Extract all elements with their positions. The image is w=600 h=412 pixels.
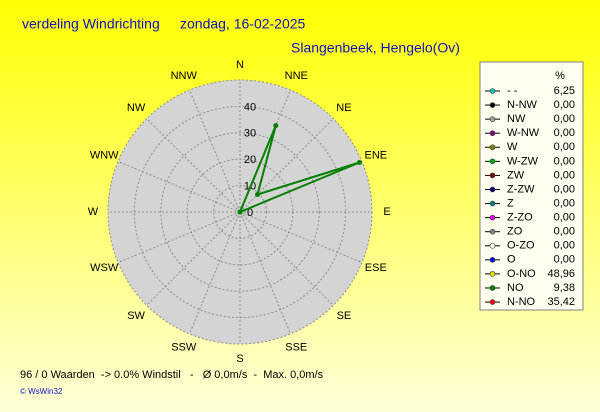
legend-value: 9,38 — [554, 282, 575, 294]
legend-marker — [489, 242, 496, 249]
legend-value: 0,00 — [554, 254, 575, 266]
legend-marker — [489, 186, 496, 193]
legend-value: 0,00 — [554, 113, 575, 125]
legend-value: 0,00 — [554, 183, 575, 195]
legend-value: 0,00 — [554, 155, 575, 167]
direction-label: WNW — [90, 150, 119, 162]
legend-value: 0,00 — [554, 197, 575, 209]
direction-label: NNE — [285, 70, 308, 82]
wind-point — [255, 191, 261, 197]
legend-header: % — [555, 70, 565, 82]
legend-marker — [489, 130, 496, 137]
legend-marker — [489, 299, 496, 305]
grid-spoke — [117, 161, 241, 213]
grid-spoke — [239, 211, 363, 263]
direction-label: W — [88, 206, 99, 218]
legend-name: W — [507, 141, 518, 153]
footer: 96 / 0 Waarden -> 0.0% Windstil - Ø 0,0m… — [20, 369, 324, 381]
legend-marker — [489, 102, 496, 108]
legend-value: 0,00 — [554, 240, 575, 252]
legend-name: Z-ZW — [507, 183, 535, 195]
legend-marker — [489, 257, 496, 263]
legend-marker — [489, 88, 496, 94]
legend-value: 0,00 — [554, 212, 575, 224]
legend-name: O — [507, 254, 516, 266]
legend-value: 0,00 — [554, 99, 575, 111]
wind-point — [356, 160, 362, 166]
legend-name: Z-ZO — [507, 212, 533, 224]
legend-marker — [489, 271, 496, 277]
grid-spoke — [239, 118, 334, 213]
legend-marker — [489, 285, 496, 291]
legend-value: 35,42 — [547, 296, 575, 308]
grid-spoke — [146, 118, 241, 213]
chart-title: verdeling Windrichting — [22, 16, 160, 32]
grid-spoke — [117, 211, 241, 263]
grid-ring — [107, 79, 373, 345]
direction-label: NE — [336, 102, 351, 114]
legend-name: O-ZO — [507, 240, 535, 252]
legend-value: 0,00 — [554, 127, 575, 139]
grid-spoke — [189, 211, 241, 335]
legend-name: NW — [507, 113, 526, 125]
r-tick-label: 30 — [244, 128, 256, 140]
legend-name: ZW — [507, 169, 525, 181]
grid-ring — [213, 185, 267, 239]
legend-name: N-NW — [507, 99, 538, 111]
grid-spoke — [189, 89, 241, 213]
legend-marker — [489, 144, 496, 151]
direction-label: SW — [127, 310, 145, 322]
grid-ring — [160, 132, 320, 292]
wind-point — [273, 123, 279, 129]
direction-label: NW — [127, 102, 146, 114]
legend-marker — [489, 172, 496, 179]
legend-value: 48,96 — [547, 268, 575, 280]
direction-label: N — [236, 59, 244, 71]
legend-name: - - — [507, 85, 518, 97]
direction-label: WSW — [90, 262, 119, 274]
legend-marker — [489, 200, 496, 207]
chart-date: zondag, 16-02-2025 — [180, 16, 306, 32]
direction-label: NNW — [171, 70, 198, 82]
legend-value: 6,25 — [554, 85, 575, 97]
legend-value: 0,00 — [554, 141, 575, 153]
grid-spoke — [239, 211, 291, 335]
legend-name: W-ZW — [507, 155, 539, 167]
wind-point — [237, 209, 243, 215]
legend-name: ZO — [507, 226, 523, 238]
legend-value: 0,00 — [554, 169, 575, 181]
direction-label: SSE — [285, 342, 307, 354]
r-tick-label: 20 — [244, 154, 256, 166]
grid-spoke — [239, 211, 334, 306]
legend-name: O-NO — [507, 268, 536, 280]
grid-spoke — [146, 211, 241, 306]
direction-label: SSW — [171, 342, 197, 354]
legend-marker — [489, 116, 496, 122]
credit: © WsWin32 — [20, 387, 63, 396]
legend-name: Z — [507, 197, 514, 209]
direction-label: SE — [337, 310, 352, 322]
legend-value: 0,00 — [554, 226, 575, 238]
legend-name: NO — [507, 282, 524, 294]
legend-name: N-NO — [507, 296, 536, 308]
direction-label: S — [236, 353, 243, 365]
legend-marker — [489, 228, 496, 235]
direction-label: ESE — [365, 262, 387, 274]
legend-marker — [489, 214, 496, 221]
legend-box — [479, 61, 584, 311]
legend-name: W-NW — [507, 127, 540, 139]
r-tick-label: 40 — [244, 101, 256, 113]
chart-subtitle: Slangenbeek, Hengelo(Ov) — [291, 40, 460, 56]
direction-label: E — [383, 206, 390, 218]
direction-label: ENE — [364, 150, 387, 162]
r-tick-label: 0 — [247, 207, 253, 219]
legend-marker — [489, 158, 496, 165]
